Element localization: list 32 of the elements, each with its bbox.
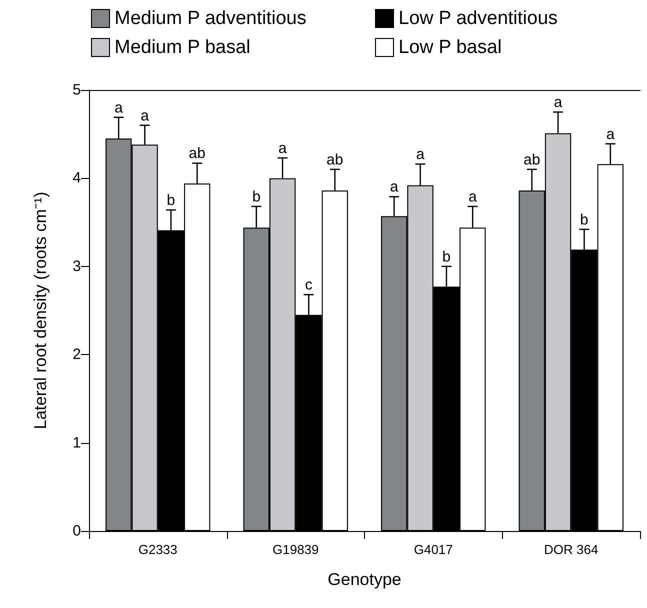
data-label: a	[114, 99, 124, 116]
y-tick-label: 2	[72, 346, 81, 364]
x-tick-label: G19839	[272, 542, 319, 557]
x-tick-label: G2333	[138, 542, 178, 557]
data-label: ab	[326, 151, 344, 168]
data-label: a	[140, 107, 150, 124]
data-label: a	[606, 126, 616, 143]
y-tick-label: 3	[72, 258, 81, 275]
x-tick-label: G4017	[414, 542, 453, 557]
data-label: b	[252, 188, 261, 206]
data-label: a	[468, 188, 478, 206]
y-tick-label: 0	[72, 522, 81, 540]
y-tick-label: 5	[72, 82, 81, 98]
data-label: b	[442, 248, 451, 266]
data-label: b	[580, 211, 588, 228]
data-label: a	[416, 146, 426, 164]
legend-label: Low P adventitious	[398, 8, 558, 29]
legend-label: Low P basal	[398, 37, 502, 58]
data-label: a	[554, 94, 563, 112]
legend-label: Medium P adventitious	[114, 8, 306, 29]
y-tick-label: 1	[72, 434, 81, 452]
data-label: ab	[524, 151, 540, 168]
data-label: c	[304, 276, 313, 294]
y-axis-title: Lateral root density (roots cm⁻¹)	[31, 192, 50, 430]
data-label: a	[390, 178, 399, 196]
data-label: a	[278, 140, 288, 157]
legend-label: Medium P basal	[114, 37, 250, 58]
data-label: b	[166, 192, 176, 209]
x-axis-title: Genotype	[328, 570, 402, 589]
y-tick-label: 4	[72, 170, 81, 187]
data-label: ab	[188, 145, 206, 162]
x-tick-label: DOR 364	[544, 542, 598, 557]
